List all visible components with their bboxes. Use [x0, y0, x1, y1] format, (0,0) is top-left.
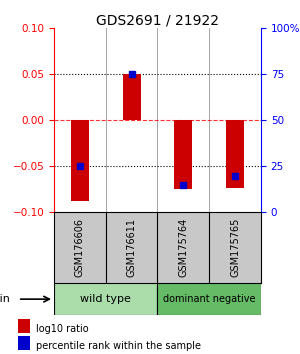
Text: wild type: wild type [80, 294, 131, 304]
Bar [174, 120, 192, 189]
Text: strain: strain [0, 294, 10, 304]
Title: GDS2691 / 21922: GDS2691 / 21922 [96, 13, 219, 27]
Text: GSM176611: GSM176611 [127, 218, 136, 277]
Text: log10 ratio: log10 ratio [36, 324, 88, 334]
Text: GSM175764: GSM175764 [178, 218, 188, 278]
Text: GSM176606: GSM176606 [75, 218, 85, 277]
Text: GSM175765: GSM175765 [230, 218, 240, 278]
Bar [54, 283, 158, 315]
Bar [18, 336, 30, 350]
Bar [158, 283, 261, 315]
Bar [71, 120, 89, 201]
Text: dominant negative: dominant negative [163, 294, 256, 304]
Text: percentile rank within the sample: percentile rank within the sample [36, 341, 201, 351]
Bar [123, 74, 141, 120]
Bar [18, 319, 30, 333]
Bar [226, 120, 244, 188]
